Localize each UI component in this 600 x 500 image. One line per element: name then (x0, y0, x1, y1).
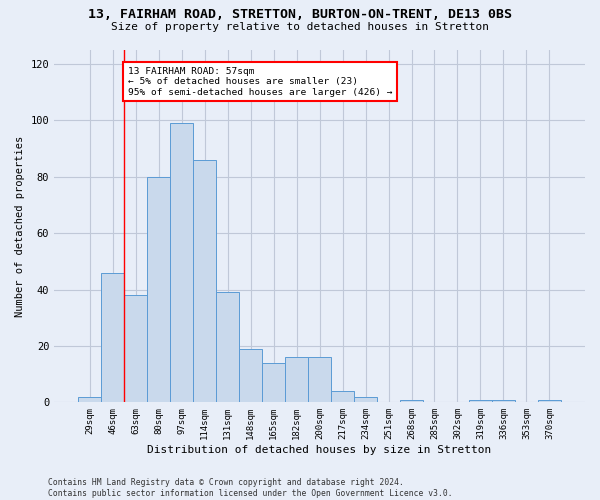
Bar (216, 292, 239, 403)
Bar (492, 400, 515, 402)
Text: Size of property relative to detached houses in Stretton: Size of property relative to detached ho… (111, 22, 489, 32)
Bar (124, 295, 147, 403)
Bar (354, 396, 377, 402)
Bar (538, 400, 561, 402)
Text: 13 FAIRHAM ROAD: 57sqm
← 5% of detached houses are smaller (23)
95% of semi-deta: 13 FAIRHAM ROAD: 57sqm ← 5% of detached … (128, 67, 392, 96)
Bar (101, 272, 124, 402)
Bar (400, 400, 423, 402)
Y-axis label: Number of detached properties: Number of detached properties (15, 136, 25, 317)
Bar (331, 391, 354, 402)
Bar (239, 349, 262, 403)
Bar (147, 177, 170, 402)
Text: 13, FAIRHAM ROAD, STRETTON, BURTON-ON-TRENT, DE13 0BS: 13, FAIRHAM ROAD, STRETTON, BURTON-ON-TR… (88, 8, 512, 20)
Bar (469, 400, 492, 402)
Bar (308, 357, 331, 403)
X-axis label: Distribution of detached houses by size in Stretton: Distribution of detached houses by size … (148, 445, 492, 455)
Bar (170, 124, 193, 402)
Bar (285, 357, 308, 403)
Text: Contains HM Land Registry data © Crown copyright and database right 2024.
Contai: Contains HM Land Registry data © Crown c… (48, 478, 452, 498)
Bar (78, 396, 101, 402)
Bar (262, 363, 285, 403)
Bar (193, 160, 216, 402)
